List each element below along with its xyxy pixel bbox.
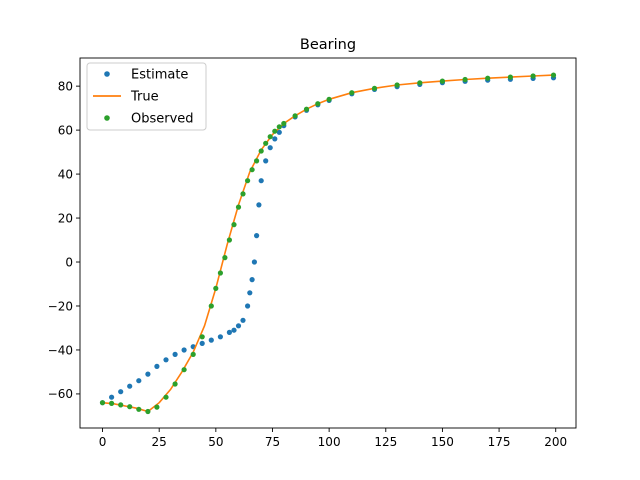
x-tick-label: 200 <box>544 435 567 449</box>
data-point-observed <box>507 74 513 80</box>
legend-box <box>86 62 207 131</box>
y-tick-label: −60 <box>48 387 73 401</box>
data-point-observed <box>272 128 278 134</box>
data-point-observed <box>249 167 255 173</box>
data-point-observed <box>99 400 106 406</box>
legend-label-true: True <box>130 90 159 105</box>
legend-label-estimate: Estimate <box>131 68 188 83</box>
data-point-observed <box>462 76 468 83</box>
axes-frame <box>79 57 577 429</box>
data-point-observed <box>258 148 264 154</box>
data-point-estimate <box>109 394 115 400</box>
y-tick-label: 80 <box>58 79 73 93</box>
data-point-observed <box>181 367 187 373</box>
data-point-observed <box>240 191 246 197</box>
data-point-observed <box>217 270 223 276</box>
x-tick-label: 0 <box>99 435 107 449</box>
data-point-observed <box>199 334 205 340</box>
data-point-estimate <box>208 337 214 343</box>
data-point-estimate <box>226 329 232 335</box>
data-point-estimate <box>163 357 169 363</box>
data-point-observed <box>530 73 536 79</box>
data-point-estimate <box>231 327 237 333</box>
data-point-estimate <box>247 290 253 296</box>
data-point-estimate <box>136 378 142 384</box>
data-point-observed <box>127 404 133 410</box>
data-point-observed <box>136 406 142 412</box>
data-point-estimate <box>258 178 264 184</box>
data-point-estimate <box>276 129 282 135</box>
data-point-observed <box>235 204 242 210</box>
data-point-observed <box>231 222 237 228</box>
data-point-observed <box>394 82 400 88</box>
data-point-observed <box>315 101 321 107</box>
data-point-observed <box>254 158 260 164</box>
data-point-observed <box>190 351 196 357</box>
legend-marker-estimate <box>104 71 110 77</box>
data-point-observed <box>276 124 282 130</box>
legend-label-observed: Observed <box>131 112 194 127</box>
data-point-observed <box>172 381 178 387</box>
data-point-observed <box>439 78 445 84</box>
x-tick-label: 25 <box>152 435 167 449</box>
y-tick-label: 60 <box>58 123 73 137</box>
plot-area <box>99 72 557 415</box>
data-point-observed <box>326 96 332 102</box>
data-point-observed <box>208 303 214 309</box>
data-point-estimate <box>240 317 246 323</box>
data-point-observed <box>245 178 251 184</box>
x-tick-label: 75 <box>265 435 280 449</box>
data-point-estimate <box>181 347 187 353</box>
data-point-estimate <box>217 334 223 340</box>
data-point-estimate <box>267 145 273 151</box>
data-point-observed <box>281 120 287 127</box>
data-point-observed <box>292 113 298 119</box>
data-point-observed <box>154 404 160 410</box>
data-point-observed <box>226 237 232 243</box>
data-point-observed <box>163 394 169 400</box>
data-point-estimate <box>245 303 251 309</box>
y-tick-label: −20 <box>48 299 73 313</box>
data-point-observed <box>349 90 355 96</box>
y-tick-label: 20 <box>58 211 73 225</box>
legend: Estimate True Observed <box>86 62 207 131</box>
y-tick-label: 40 <box>58 167 73 181</box>
data-point-observed <box>303 106 310 112</box>
x-tick-label: 175 <box>488 435 511 449</box>
data-point-observed <box>267 134 273 140</box>
x-tick-label: 50 <box>208 435 223 449</box>
data-point-estimate <box>199 340 205 346</box>
data-point-estimate <box>154 363 160 369</box>
data-point-estimate <box>118 389 124 395</box>
data-point-estimate <box>127 383 133 389</box>
legend-marker-observed <box>104 115 110 121</box>
data-point-estimate <box>256 202 262 208</box>
data-point-observed <box>213 285 219 291</box>
data-point-estimate <box>235 323 242 329</box>
data-point-estimate <box>251 259 257 265</box>
x-tick-label: 100 <box>318 435 341 449</box>
data-point-estimate <box>249 277 255 283</box>
axes: 0 25 50 75 100 125 150 175 200 −60 −40 −20 0 20 40 60 80 <box>48 57 577 449</box>
y-tick-label: −40 <box>48 343 73 357</box>
data-point-estimate <box>254 233 260 239</box>
data-point-observed <box>263 140 269 146</box>
data-point-estimate <box>263 158 269 164</box>
data-point-estimate <box>172 351 178 357</box>
data-point-observed <box>417 80 423 86</box>
data-point-observed <box>550 72 557 78</box>
y-tick-label: 0 <box>65 255 73 269</box>
data-point-estimate <box>272 136 278 142</box>
data-point-observed <box>118 402 124 408</box>
x-tick-label: 150 <box>431 435 454 449</box>
data-point-observed <box>485 75 491 81</box>
data-point-observed <box>222 255 228 261</box>
data-point-observed <box>371 85 378 91</box>
data-point-estimate <box>145 371 151 377</box>
chart-title: Bearing <box>300 37 356 53</box>
x-tick-label: 125 <box>374 435 397 449</box>
data-point-observed <box>145 408 151 415</box>
data-point-observed <box>109 400 115 406</box>
